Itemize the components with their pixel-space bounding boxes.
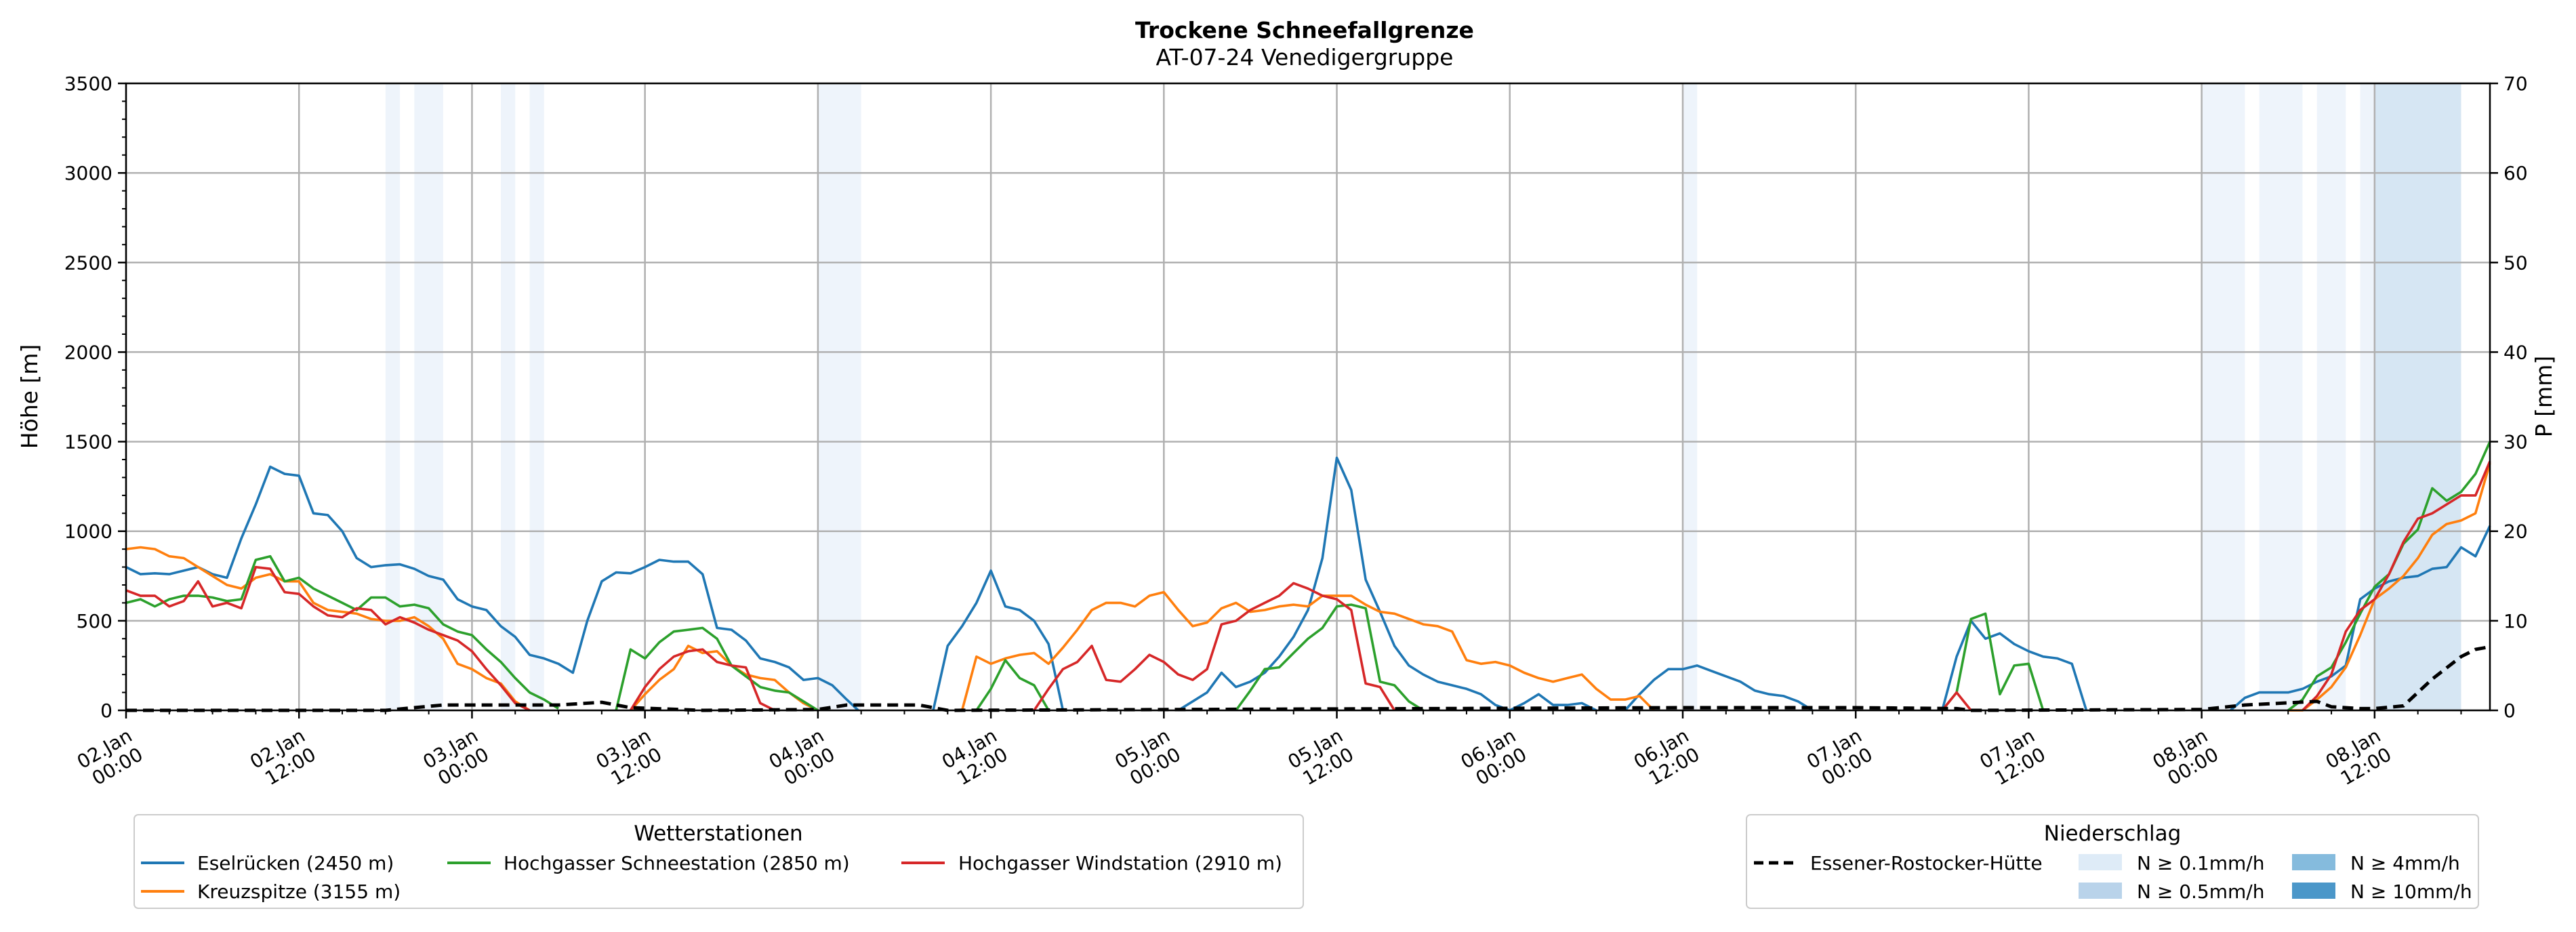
- y-tick-label-3: 1500: [64, 431, 113, 453]
- series-line-3-3: [1941, 691, 1972, 712]
- legend-label-10: N ≥ 10mm/h: [2350, 880, 2472, 903]
- legend-label-eselruecken: Eselrücken (2450 m): [197, 852, 394, 874]
- series-line-0-1: [932, 569, 1065, 711]
- y2-tick-label-1: 10: [2503, 610, 2528, 632]
- series-line-0-2: [1177, 456, 1597, 712]
- y2-axis-label: P [mm]: [2531, 356, 2557, 437]
- legend-precip: Niederschlag Essener-Rostocker-Hütte N ≥…: [1746, 814, 2479, 909]
- series-line-4-0: [126, 645, 2491, 712]
- y-tick-label-4: 2000: [64, 341, 113, 363]
- y-axis-ticks: 0 500 1000 1500 2000 2500 3000 3500: [64, 73, 126, 722]
- series-line-2-4: [1941, 612, 2045, 712]
- precip-band-0: [385, 83, 401, 710]
- precip-bands: [385, 83, 2461, 710]
- series-line-1-0: [125, 546, 531, 712]
- series-line-1-1: [630, 645, 819, 712]
- precip-band-5: [1682, 83, 1698, 710]
- legend-label-kreuzspitze: Kreuzspitze (3155 m): [197, 880, 401, 903]
- y-tick-label-0: 0: [100, 700, 113, 722]
- y-axis-label: Höhe [m]: [16, 344, 43, 449]
- legend-label-huette: Essener-Rostocker-Hütte: [1810, 852, 2043, 874]
- series-line-0-3: [1624, 664, 1814, 712]
- legend-label-4: N ≥ 4mm/h: [2350, 852, 2460, 874]
- legend-label-01: N ≥ 0.1mm/h: [2137, 852, 2264, 874]
- legend-label-05: N ≥ 0.5mm/h: [2137, 880, 2264, 903]
- series-line-3-2: [1033, 582, 1396, 712]
- legend-stations: Wetterstationen Eselrücken (2450 m) Kreu…: [134, 814, 1304, 909]
- precip-band-8: [2316, 83, 2346, 710]
- legend-label-schneestation: Hochgasser Schneestation (2850 m): [504, 852, 850, 874]
- y-tick-label-1: 500: [77, 610, 113, 632]
- series-lines: [125, 441, 2491, 712]
- precip-band-1: [414, 83, 443, 710]
- legend-stations-title: Wetterstationen: [634, 822, 802, 846]
- y-tick-label-6: 3000: [64, 162, 113, 184]
- precip-band-4: [817, 83, 861, 710]
- y2-tick-label-6: 60: [2503, 162, 2528, 184]
- series-line-1-3: [2288, 462, 2491, 712]
- precip-band-10: [2374, 83, 2461, 710]
- y2-axis-ticks: 0 10 20 30 40 50 60 70: [2490, 73, 2528, 722]
- precip-band-3: [529, 83, 544, 710]
- legend-label-windstation: Hochgasser Windstation (2910 m): [958, 852, 1282, 874]
- y-tick-label-5: 2500: [64, 251, 113, 274]
- precip-band-2: [500, 83, 516, 710]
- chart-subtitle: AT-07-24 Venedigergruppe: [1156, 44, 1454, 70]
- y-tick-label-7: 3500: [64, 73, 113, 95]
- legend-stations-box: [134, 814, 1304, 909]
- y-tick-label-2: 1000: [64, 521, 113, 543]
- y2-tick-label-7: 70: [2503, 73, 2528, 95]
- plot-frame: [125, 82, 2491, 712]
- y2-tick-label-5: 50: [2503, 251, 2528, 274]
- series-line-2-3: [1235, 603, 1425, 712]
- y2-tick-label-4: 40: [2503, 341, 2528, 363]
- precip-band-6: [2201, 83, 2245, 710]
- series-line-3-1: [629, 648, 775, 712]
- legend-patch-4: [2292, 854, 2335, 870]
- y2-tick-label-3: 30: [2503, 431, 2528, 453]
- series-line-3-4: [2302, 460, 2491, 712]
- series-line-1-2: [960, 590, 1655, 712]
- legend-patch-10: [2292, 883, 2335, 899]
- legend-patch-01: [2079, 854, 2122, 870]
- precip-band-7: [2259, 83, 2303, 710]
- series-line-0-5: [2230, 525, 2491, 712]
- precip-band-9: [2360, 83, 2375, 710]
- legend-precip-title: Niederschlag: [2044, 822, 2182, 846]
- series-line-0-4: [1941, 620, 2088, 711]
- series-line-2-1: [615, 626, 819, 712]
- series-line-3-0: [125, 565, 531, 712]
- legend-patch-05: [2079, 883, 2122, 899]
- chart-title: Trockene Schneefallgrenze: [1135, 17, 1474, 43]
- y2-tick-label-0: 0: [2503, 700, 2516, 722]
- series-line-0-0: [125, 465, 859, 712]
- series-line-2-2: [975, 659, 1050, 712]
- series-line-2-0: [125, 554, 559, 710]
- y2-tick-label-2: 20: [2503, 521, 2528, 543]
